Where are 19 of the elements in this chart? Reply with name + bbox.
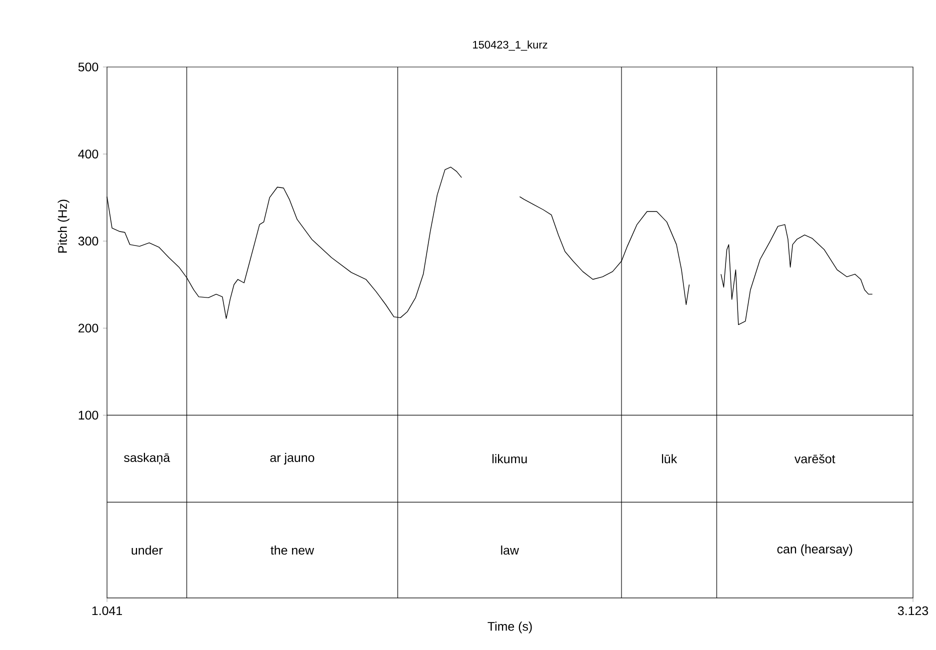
- annotation: under: [132, 546, 163, 555]
- x-tick-label: 3.123: [898, 606, 928, 616]
- y-tick-label: 500: [78, 62, 98, 72]
- y-tick-label: 300: [78, 236, 98, 246]
- chart-title: 150423_1_kurz: [473, 40, 548, 51]
- y-axis-title: Pitch (Hz): [58, 200, 70, 253]
- annotation: likumu: [492, 454, 527, 464]
- y-tick-label: 400: [78, 150, 98, 158]
- y-tick-label: 200: [78, 324, 98, 333]
- annotation: can (hearsay): [777, 544, 852, 556]
- annotation: the new: [270, 546, 314, 555]
- x-tick-label: 1.041: [92, 606, 122, 616]
- annotation: ar jauno: [270, 452, 314, 465]
- annotation: lūk: [662, 454, 678, 464]
- annotation: law: [501, 546, 519, 555]
- annotation: saskaņā: [124, 452, 170, 465]
- y-tick-label: 100: [78, 410, 98, 420]
- x-axis-title: Time (s): [488, 622, 532, 634]
- annotation: varēšot: [794, 454, 836, 464]
